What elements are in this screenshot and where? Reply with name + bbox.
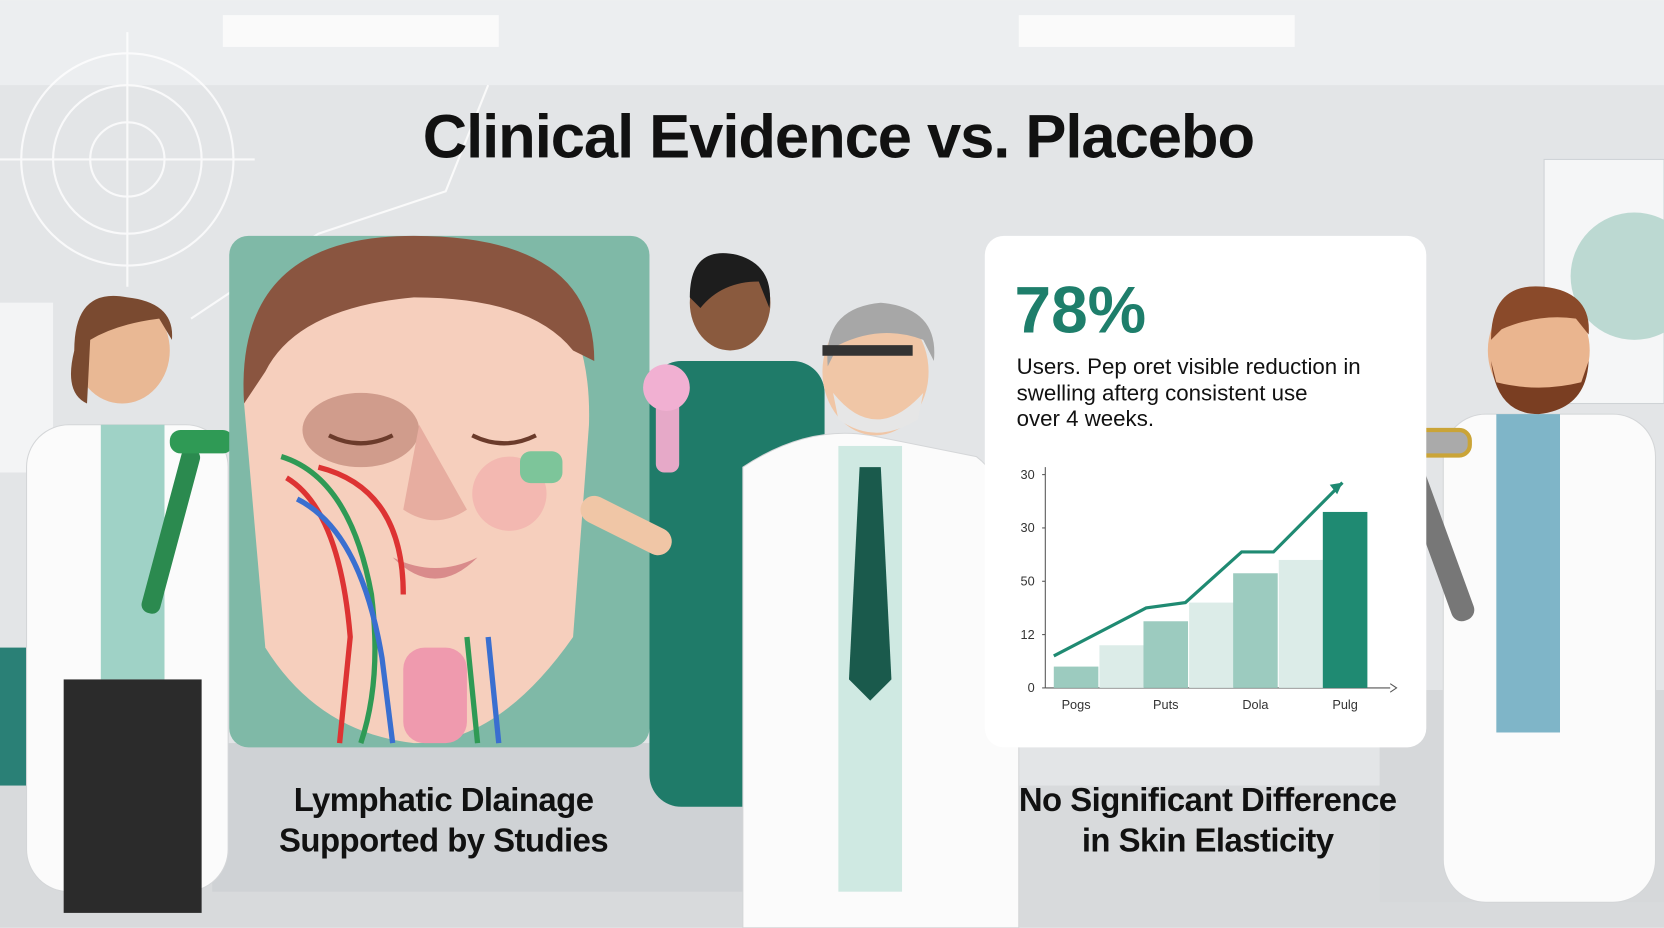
doctor-older	[520, 302, 1020, 928]
x-axis-arrow	[1389, 683, 1398, 693]
bar	[1233, 573, 1278, 688]
y-tick-label: 0	[1028, 680, 1035, 695]
bar	[1143, 621, 1189, 688]
x-tick-label: Pogs	[1062, 697, 1091, 712]
right-caption: in Skin Elasticity	[1082, 821, 1335, 858]
x-tick-label: Puts	[1153, 697, 1178, 712]
monitor-graphic	[1570, 212, 1664, 340]
stat-value: 78%	[1015, 272, 1147, 346]
background-bar	[1278, 559, 1324, 688]
doctor-left	[26, 295, 234, 913]
title: Clinical Evidence vs. Placebo	[423, 102, 1254, 171]
y-tick-label: 30	[1021, 520, 1035, 535]
background-bar	[1189, 602, 1234, 688]
y-tick-label: 50	[1021, 574, 1035, 589]
y-tick-label: 12	[1021, 627, 1035, 642]
stat-description: swelling afterg consistent use	[1017, 380, 1308, 405]
mini-chart: 0 12 50 30 30 Pogs Puts Dola Pulg	[1021, 467, 1398, 712]
left-caption: Supported by Studies	[279, 821, 608, 858]
x-tick-label: Pulg	[1332, 697, 1357, 712]
right-caption: No Significant Difference	[1019, 781, 1397, 818]
x-tick-label: Dola	[1242, 697, 1269, 712]
stat-description: over 4 weeks.	[1017, 406, 1154, 431]
stat-description: Users. Pep oret visible reduction in	[1017, 354, 1361, 379]
background-bar	[1099, 645, 1144, 688]
ceiling-light	[222, 15, 499, 47]
trend-arrow	[1329, 482, 1343, 495]
face-panel	[229, 235, 650, 748]
ceiling-light	[1018, 15, 1295, 47]
y-tick-label: 30	[1021, 467, 1035, 482]
trend-line	[1053, 481, 1344, 658]
bar	[1322, 511, 1368, 688]
bar	[1053, 666, 1099, 688]
left-caption: Lymphatic Dlainage	[294, 781, 594, 818]
doctor-right	[1393, 286, 1657, 903]
